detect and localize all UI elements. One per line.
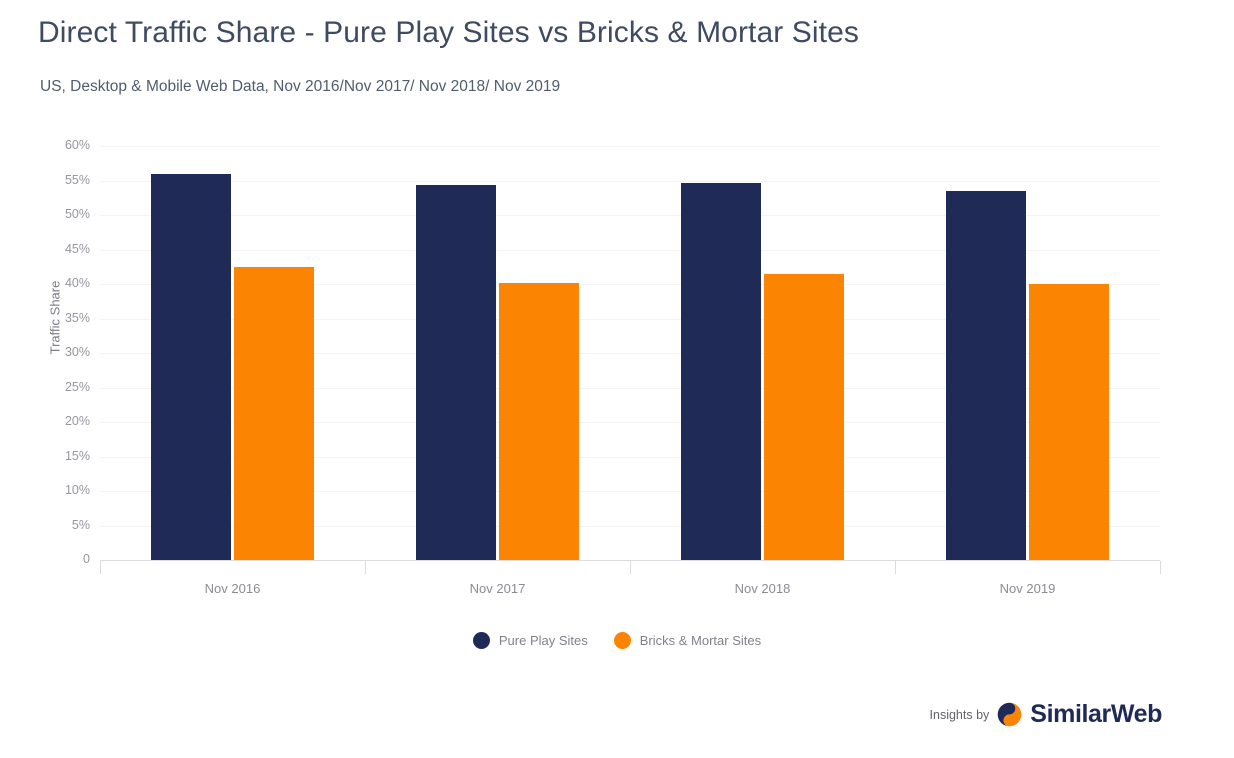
x-tick-separator [895, 561, 896, 574]
y-tick-label: 20% [64, 414, 90, 428]
y-tick-label: 0 [83, 552, 90, 566]
gridline [100, 249, 1160, 251]
legend-item-label: Bricks & Mortar Sites [639, 633, 762, 648]
y-tick-label: 25% [64, 379, 90, 394]
bar-pure-play-sites-nov-2017[interactable] [416, 185, 496, 560]
gridline [100, 525, 1160, 527]
gridline [100, 491, 1160, 492]
y-tick-label: 35% [64, 310, 90, 325]
gridline [100, 146, 1160, 147]
gridline [100, 318, 1160, 320]
x-tick-label-nov-2016: Nov 2016 [204, 581, 261, 596]
bar-bricks-mortar-sites-nov-2019[interactable] [1029, 284, 1109, 560]
y-tick-label: 60% [64, 138, 90, 152]
bar-pure-play-sites-nov-2016[interactable] [151, 173, 231, 560]
legend-item[interactable]: Bricks & Mortar Sites [613, 632, 762, 649]
gridline [100, 284, 1160, 285]
x-tick-separator [1160, 561, 1161, 574]
gridline [100, 422, 1160, 423]
bar-bricks-mortar-sites-nov-2017[interactable] [499, 283, 579, 560]
x-axis-line [100, 560, 1160, 561]
y-tick-label: 10% [64, 483, 90, 497]
plot-area [100, 146, 1160, 561]
gridline [100, 387, 1160, 389]
gridline [100, 353, 1160, 354]
gridline [100, 180, 1160, 182]
x-tick-label-nov-2017: Nov 2017 [469, 581, 526, 596]
y-tick-label: 30% [64, 345, 90, 359]
x-tick-label-nov-2018: Nov 2018 [734, 581, 791, 596]
insights-by-label: Insights by [929, 707, 990, 722]
chart-legend: Pure Play Sites Bricks & Mortar Sites [0, 632, 1234, 649]
bar-bricks-mortar-sites-nov-2016[interactable] [234, 266, 314, 560]
similarweb-logo-icon [996, 701, 1023, 728]
x-tick-label-nov-2019: Nov 2019 [999, 581, 1056, 596]
y-tick-label: 50% [64, 207, 90, 221]
y-tick-label: 15% [64, 448, 90, 463]
footer-branding: Insights by SimilarWeb [929, 700, 1163, 729]
legend-swatch-icon [613, 632, 631, 649]
legend-swatch-icon [472, 632, 490, 649]
legend-item[interactable]: Pure Play Sites [472, 632, 588, 649]
bar-pure-play-sites-nov-2019[interactable] [946, 190, 1026, 560]
y-tick-label: 5% [71, 517, 90, 532]
y-tick-label: 55% [64, 172, 90, 187]
chart-title: Direct Traffic Share - Pure Play Sites v… [38, 16, 859, 49]
bar-bricks-mortar-sites-nov-2018[interactable] [764, 274, 844, 560]
gridline [100, 215, 1160, 216]
legend-item-label: Pure Play Sites [498, 633, 588, 648]
similarweb-wordmark: SimilarWeb [1030, 700, 1162, 728]
x-tick-separator [630, 561, 631, 574]
chart-subtitle: US, Desktop & Mobile Web Data, Nov 2016/… [40, 78, 561, 95]
bar-pure-play-sites-nov-2018[interactable] [681, 183, 761, 560]
x-tick-separator [365, 561, 366, 574]
y-tick-label: 45% [64, 241, 90, 256]
gridline [100, 456, 1160, 458]
x-tick-separator [100, 561, 101, 574]
y-tick-label: 40% [64, 276, 90, 290]
